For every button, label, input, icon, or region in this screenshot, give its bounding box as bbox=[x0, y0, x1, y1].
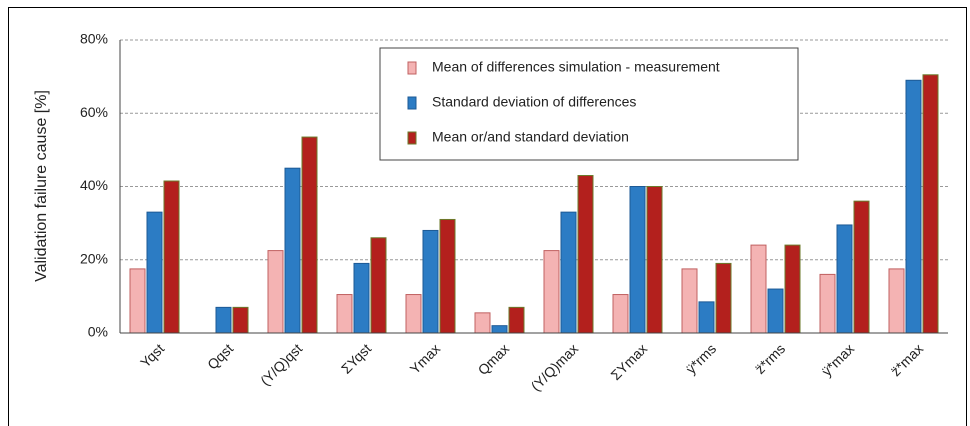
legend-swatch bbox=[407, 131, 417, 145]
x-tick-label: z̈*max bbox=[887, 340, 926, 379]
bar bbox=[336, 294, 353, 334]
bar bbox=[267, 250, 284, 334]
y-axis-label: Validation failure cause [%] bbox=[33, 90, 50, 282]
y-tick-label: 60% bbox=[80, 104, 108, 120]
bar bbox=[422, 229, 439, 334]
bar bbox=[301, 136, 318, 334]
bar bbox=[491, 325, 508, 334]
x-tick-label: (Y/Q)max bbox=[528, 340, 582, 394]
bar bbox=[750, 244, 767, 334]
x-tick-label: Qmax bbox=[475, 340, 513, 378]
y-tick-label: 80% bbox=[80, 31, 108, 47]
bar bbox=[819, 273, 836, 334]
y-tick-label: 40% bbox=[80, 177, 108, 193]
bar bbox=[681, 268, 698, 334]
bar bbox=[146, 211, 163, 334]
bar bbox=[853, 200, 870, 334]
frame bbox=[8, 7, 967, 426]
bar bbox=[560, 211, 577, 334]
x-tick-label: (Y/Q)qst bbox=[257, 340, 305, 388]
y-tick-label: 20% bbox=[80, 250, 108, 266]
bar bbox=[232, 306, 249, 334]
bar bbox=[163, 180, 180, 334]
bar bbox=[577, 175, 594, 334]
bar bbox=[922, 74, 939, 334]
bar bbox=[439, 218, 456, 334]
bar bbox=[905, 79, 922, 334]
legend-label: Mean of differences simulation - measure… bbox=[432, 59, 720, 75]
legend-label: Standard deviation of differences bbox=[432, 94, 636, 110]
legend-box bbox=[379, 47, 799, 161]
bar bbox=[836, 224, 853, 334]
x-tick-label: ΣYqst bbox=[338, 340, 374, 376]
bar bbox=[474, 312, 491, 334]
legend-swatch bbox=[407, 61, 417, 75]
bar bbox=[888, 268, 905, 334]
bar bbox=[612, 294, 629, 334]
bar bbox=[629, 186, 646, 334]
bar bbox=[698, 301, 715, 334]
x-tick-label: Qqst bbox=[204, 340, 236, 372]
bar bbox=[370, 237, 387, 334]
x-tick-label: ÿ*max bbox=[818, 340, 857, 379]
bar bbox=[129, 268, 146, 334]
x-tick-label: z̈*rms bbox=[752, 340, 789, 377]
bar bbox=[715, 262, 732, 334]
legend-label: Mean or/and standard deviation bbox=[432, 129, 629, 145]
bar bbox=[215, 306, 232, 334]
bar bbox=[353, 262, 370, 334]
legend-swatch bbox=[407, 96, 417, 110]
bar bbox=[646, 186, 663, 334]
bar bbox=[508, 306, 525, 334]
bar bbox=[767, 288, 784, 334]
x-tick-label: ÿ*rms bbox=[683, 340, 720, 377]
y-tick-label: 0% bbox=[88, 324, 108, 340]
bar bbox=[543, 250, 560, 334]
x-tick-label: Yqst bbox=[137, 340, 167, 370]
bar bbox=[284, 167, 301, 334]
x-tick-label: ΣYmax bbox=[607, 340, 650, 383]
x-tick-label: Ymax bbox=[407, 340, 444, 377]
bar bbox=[784, 244, 801, 334]
bar bbox=[405, 294, 422, 334]
